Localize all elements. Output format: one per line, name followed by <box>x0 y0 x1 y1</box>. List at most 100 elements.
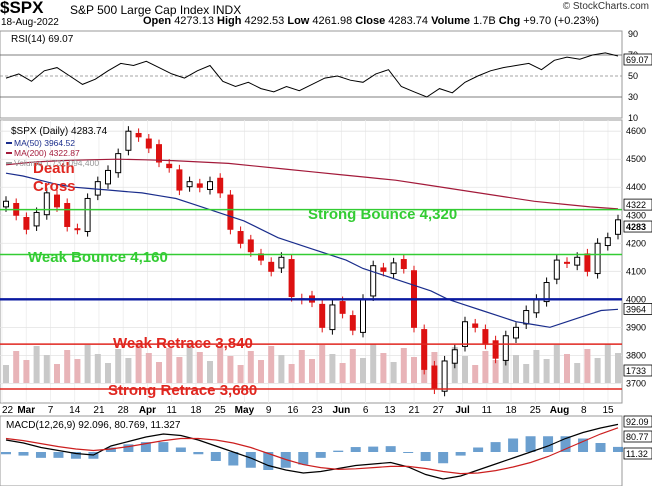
right-value-box <box>623 220 652 233</box>
high-value: 4292.53 <box>244 15 285 27</box>
right-value-label: 4322 <box>626 200 646 210</box>
candle-body <box>74 228 81 231</box>
volume-bar <box>176 357 183 383</box>
low-value: 4261.98 <box>312 15 353 27</box>
volume-bar <box>553 345 560 383</box>
security-name: S&P 500 Large Cap Index INDX <box>70 3 242 17</box>
copyright[interactable]: © StockCharts.com <box>562 1 649 12</box>
candle-body <box>492 340 499 359</box>
x-axis: 22 Mar 7 14 21 28 Apr 11 18 25 May 9 16 23 Jun 6 13 21 27 J… <box>2 405 614 416</box>
candle-body <box>462 321 468 347</box>
volume-bar <box>217 347 224 383</box>
legend-item: Volume 1,731,094,400 <box>14 158 99 168</box>
x-tick-label: Aug <box>550 405 569 416</box>
ma200-line <box>5 158 619 210</box>
price-tick-label: 4200 <box>626 238 646 248</box>
right-value-box <box>623 303 652 315</box>
macd-histogram-bar <box>578 438 589 452</box>
annotation-label: Strong Bounce 4,320 <box>308 206 457 223</box>
volume-bar <box>196 352 203 383</box>
volume-bar <box>84 345 91 383</box>
volume-bar <box>74 359 81 383</box>
legend-item: MA(50) 3964.52 <box>14 138 75 148</box>
candle-body <box>472 323 479 328</box>
volume-bar <box>390 362 397 383</box>
volume-bar <box>604 344 611 383</box>
candle-body <box>400 259 407 270</box>
macd-histogram-bar <box>140 442 151 452</box>
macd-histogram-bar <box>385 446 396 452</box>
macd-value-box <box>623 415 652 428</box>
rsi-legend: RSI(14) 69.07 <box>11 34 74 45</box>
x-tick-label: 18 <box>190 405 202 416</box>
candle-body <box>278 256 285 269</box>
rsi-tick-label: 90 <box>628 29 638 39</box>
volume-bar <box>207 361 213 383</box>
macd-histogram-bar <box>315 452 326 458</box>
macd-value-box <box>623 447 652 460</box>
candle-body <box>513 326 519 339</box>
macd-panel-frame <box>0 415 623 486</box>
candle-body <box>482 329 489 345</box>
volume-bar <box>482 351 489 383</box>
macd-histogram-bar <box>420 452 431 461</box>
volume-bar <box>227 356 234 383</box>
x-tick-label: 25 <box>215 405 227 416</box>
candle-body <box>115 153 122 174</box>
price-legend-title: $SPX (Daily) 4283.74 <box>11 126 108 137</box>
macd-histogram-bar <box>18 452 29 456</box>
candle-body <box>186 181 193 188</box>
annotation-death-cross: Death Cross <box>33 160 76 195</box>
volume-bar <box>3 365 9 383</box>
volume-bar <box>125 358 132 383</box>
volume-bar <box>380 353 387 383</box>
rsi-tick-label: 10 <box>628 113 638 123</box>
volume-bar <box>533 350 540 383</box>
right-value-label: 1733 <box>626 366 646 376</box>
macd-value-label: 80.77 <box>626 432 649 442</box>
x-tick-label: 27 <box>433 405 445 416</box>
candle-body <box>370 265 377 297</box>
macd-histogram-bar <box>263 452 274 470</box>
macd-panel: MACD(12,26,9) 92.096, 80.769, 11.327 92.… <box>0 415 652 486</box>
close-label: Close <box>355 15 386 27</box>
rsi-last-label: 69.07 <box>626 55 649 65</box>
macd-histogram-bar <box>193 452 204 455</box>
x-tick-label: 11 <box>482 405 493 416</box>
volume-bar <box>339 363 346 383</box>
candle-body <box>615 219 621 235</box>
volume-bar <box>513 355 519 383</box>
price-tick-label: 4400 <box>626 182 646 192</box>
x-tick-label: 16 <box>287 405 299 416</box>
right-value-box <box>623 364 652 377</box>
volume-bar <box>23 360 30 383</box>
symbol: $SPX <box>0 0 44 17</box>
chart-header: $SPX S&P 500 Large Cap Index INDX 18-Aug… <box>0 0 652 30</box>
candle-body <box>319 303 326 328</box>
x-tick-label: 21 <box>93 405 105 416</box>
x-tick-label: Jul <box>455 405 470 416</box>
candle-body <box>390 262 397 275</box>
chart-date: 18-Aug-2022 <box>1 17 59 28</box>
candle-body <box>553 259 560 280</box>
candle-body <box>217 177 224 194</box>
macd-histogram-bar <box>210 452 221 461</box>
volume-bar <box>319 345 326 383</box>
right-value-label: 3964 <box>626 304 646 314</box>
candle-body <box>502 335 509 361</box>
volume-bar <box>411 357 417 383</box>
candle-body <box>533 298 540 314</box>
volume-bar <box>145 353 152 383</box>
open-value: 4273.13 <box>174 15 214 27</box>
volume-bar <box>594 358 601 383</box>
price-tick-label: 4000 <box>626 294 646 304</box>
volume-bar <box>115 349 122 383</box>
rsi-last-box <box>623 53 652 66</box>
low-label: Low <box>287 15 310 27</box>
macd-histogram-bar <box>175 447 186 452</box>
candle-body <box>33 211 40 227</box>
macd-line <box>5 423 619 480</box>
x-tick-label: May <box>235 405 255 416</box>
chg-value: +9.70 (+0.23%) <box>523 15 600 27</box>
